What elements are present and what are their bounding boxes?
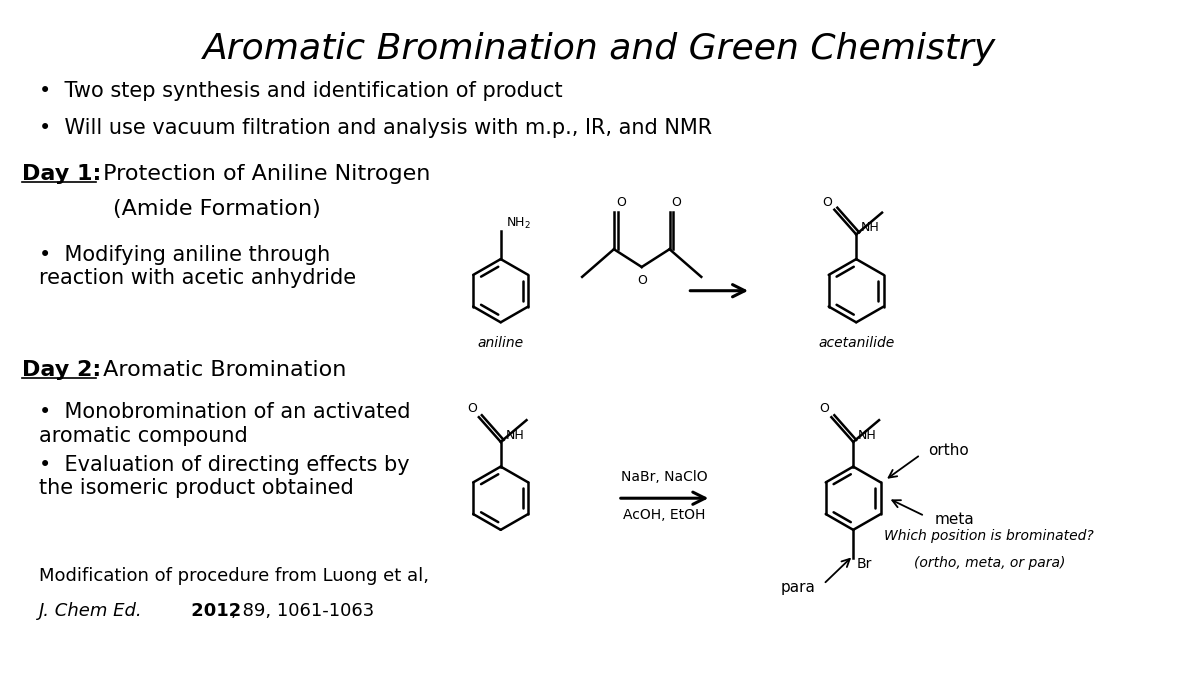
- Text: acetanilide: acetanilide: [818, 336, 894, 350]
- Text: O: O: [637, 274, 647, 287]
- Text: para: para: [781, 580, 816, 594]
- Text: NH$_2$: NH$_2$: [505, 216, 530, 232]
- Text: NH: NH: [858, 429, 877, 442]
- Text: •  Two step synthesis and identification of product: • Two step synthesis and identification …: [38, 81, 563, 102]
- Text: NH: NH: [862, 221, 880, 234]
- Text: •  Monobromination of an activated
aromatic compound: • Monobromination of an activated aromat…: [38, 402, 410, 446]
- Text: Protection of Aniline Nitrogen: Protection of Aniline Nitrogen: [96, 164, 430, 184]
- Text: (ortho, meta, or para): (ortho, meta, or para): [913, 556, 1064, 570]
- Text: Aromatic Bromination: Aromatic Bromination: [96, 360, 346, 380]
- Text: O: O: [820, 402, 829, 415]
- Text: NH: NH: [505, 429, 524, 442]
- Text: AcOH, EtOH: AcOH, EtOH: [623, 508, 706, 522]
- Text: Modification of procedure from Luong et al,: Modification of procedure from Luong et …: [38, 568, 428, 585]
- Text: NaBr, NaClO: NaBr, NaClO: [622, 470, 708, 484]
- Text: J. Chem Ed.: J. Chem Ed.: [38, 602, 143, 620]
- Text: Aromatic Bromination and Green Chemistry: Aromatic Bromination and Green Chemistry: [203, 32, 997, 66]
- Text: Which position is brominated?: Which position is brominated?: [884, 528, 1094, 542]
- Text: meta: meta: [935, 512, 974, 528]
- Text: aniline: aniline: [478, 336, 523, 350]
- Text: O: O: [822, 196, 833, 209]
- Text: 2012: 2012: [185, 602, 241, 620]
- Text: Day 1:: Day 1:: [22, 164, 102, 184]
- Text: •  Modifying aniline through
reaction with acetic anhydride: • Modifying aniline through reaction wit…: [38, 245, 356, 288]
- Text: Br: Br: [857, 557, 871, 571]
- Text: •  Evaluation of directing effects by
the isomeric product obtained: • Evaluation of directing effects by the…: [38, 455, 409, 498]
- Text: Day 2:: Day 2:: [22, 360, 101, 380]
- Text: O: O: [672, 196, 682, 209]
- Text: •  Will use vacuum filtration and analysis with m.p., IR, and NMR: • Will use vacuum filtration and analysi…: [38, 118, 712, 138]
- Text: ortho: ortho: [929, 443, 970, 459]
- Text: O: O: [616, 196, 625, 209]
- Text: O: O: [467, 402, 476, 415]
- Text: (Amide Formation): (Amide Formation): [114, 199, 322, 219]
- Text: , 89, 1061-1063: , 89, 1061-1063: [230, 602, 374, 620]
